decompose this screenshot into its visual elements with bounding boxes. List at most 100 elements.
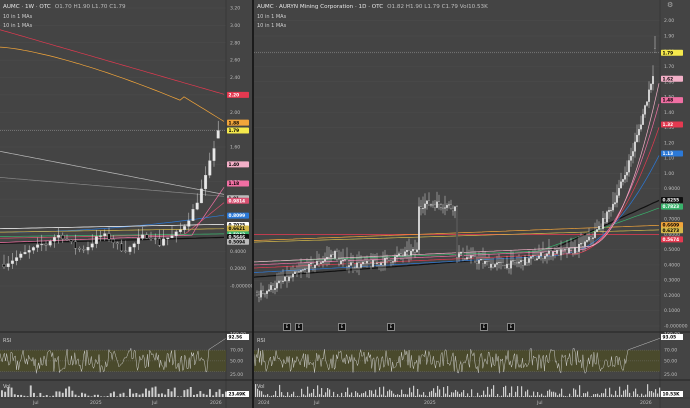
volume-bar — [295, 396, 297, 397]
price-axis-label: 2.00 — [664, 18, 674, 24]
right-rsi-label[interactable]: RSI — [257, 338, 266, 344]
volume-bar — [333, 391, 335, 397]
event-marker[interactable]: E — [480, 323, 488, 331]
volume-bar — [559, 393, 561, 397]
volume-bar — [287, 392, 289, 397]
volume-bar — [617, 395, 619, 397]
volume-bar — [427, 396, 429, 397]
volume-bar — [293, 391, 295, 397]
event-marker[interactable]: E — [338, 323, 346, 331]
volume-bar — [637, 394, 639, 397]
candle — [546, 253, 548, 257]
event-marker[interactable]: E — [295, 323, 303, 331]
moving-average-line — [0, 46, 225, 122]
volume-bar — [309, 393, 311, 397]
candle — [334, 251, 336, 259]
price-axis-label: 0.9000 — [664, 186, 680, 192]
candle — [606, 211, 608, 223]
candle — [378, 262, 380, 266]
candle — [174, 231, 178, 236]
price-tag — [227, 197, 249, 204]
candle — [314, 264, 316, 269]
gear-icon[interactable]: ⚙ — [667, 1, 674, 9]
price-axis-label: 1.10 — [664, 156, 674, 162]
candle — [592, 237, 594, 239]
volume-bar — [475, 396, 477, 397]
volume-bar — [469, 396, 471, 397]
candle — [598, 226, 600, 230]
candle — [310, 263, 312, 265]
candle — [444, 207, 446, 209]
candle — [452, 207, 454, 212]
volume-bar — [489, 394, 491, 397]
candle — [426, 200, 428, 205]
candle — [540, 252, 542, 257]
event-marker[interactable]: E — [283, 323, 291, 331]
price-tag — [227, 238, 249, 245]
volume-bar — [615, 390, 617, 397]
left-chart-pane[interactable]: 3.203.002.802.602.402.202.001.801.601.40… — [0, 0, 252, 408]
candle — [478, 260, 480, 264]
candle — [646, 101, 648, 106]
volume-bar — [183, 390, 186, 397]
event-marker[interactable]: E — [507, 323, 515, 331]
right-ticker[interactable]: AUMC · AURYN Mining Corporation · 1D · O… — [257, 4, 384, 10]
candle — [364, 261, 366, 264]
right-chart-pane[interactable]: 2.001.901.801.701.601.501.401.301.201.10… — [254, 0, 690, 408]
volume-bar — [167, 388, 170, 397]
volume-bar — [71, 390, 74, 397]
candle — [340, 260, 342, 265]
volume-bar — [74, 394, 77, 397]
candle — [482, 259, 484, 264]
price-axis-label: 0.4000 — [230, 249, 246, 255]
candle — [366, 260, 368, 264]
volume-bar — [647, 384, 649, 397]
candle — [128, 246, 132, 252]
price-tag — [661, 150, 683, 157]
candle — [107, 233, 111, 240]
moving-average-line — [254, 199, 660, 278]
right-vol-label[interactable]: Vol — [257, 384, 265, 390]
volume-bar — [209, 389, 211, 397]
pane-divider[interactable] — [252, 0, 254, 408]
candle — [648, 89, 650, 102]
volume-bar — [170, 391, 173, 397]
right-ma-indicator-2[interactable]: 10 in 1 MAs — [257, 23, 287, 29]
vol-value: 10.53K — [663, 392, 681, 398]
candle — [500, 262, 502, 263]
candle — [624, 175, 626, 180]
left-ma-indicator-2[interactable]: 10 in 1 MAs — [3, 23, 33, 29]
candle — [296, 271, 298, 273]
volume-bar — [591, 396, 593, 397]
candle — [326, 256, 328, 260]
volume-bar — [525, 391, 527, 397]
candle — [2, 264, 6, 268]
volume-bar — [461, 392, 463, 397]
candle — [372, 260, 374, 267]
candle — [416, 249, 418, 253]
candle — [278, 280, 280, 284]
price-tag — [227, 127, 249, 134]
candle — [358, 262, 360, 268]
volume-bar — [587, 391, 589, 397]
event-marker[interactable]: E — [387, 323, 395, 331]
price-tag — [227, 161, 249, 168]
price-tag-label: 0.6273 — [663, 228, 680, 234]
left-vol-label[interactable]: Vol — [3, 384, 11, 390]
left-ma-indicator-1[interactable]: 10 in 1 MAs — [3, 14, 33, 20]
right-price-chart[interactable]: 2.001.901.801.701.601.501.401.301.201.10… — [254, 0, 690, 408]
volume-bar — [395, 394, 397, 397]
right-ma-indicator-1[interactable]: 10 in 1 MAs — [257, 14, 287, 20]
time-axis-label: 2024 — [258, 400, 270, 406]
candle — [548, 250, 550, 254]
volume-bar — [273, 395, 275, 397]
candle — [27, 250, 31, 253]
left-rsi-label[interactable]: RSI — [3, 338, 12, 344]
left-price-chart[interactable]: 3.203.002.802.602.402.202.001.801.601.40… — [0, 0, 252, 408]
volume-bar — [42, 395, 45, 397]
candle — [558, 249, 560, 256]
volume-bar — [493, 385, 495, 397]
left-ticker[interactable]: AUMC · 1W · OTC — [3, 4, 51, 10]
volume-bar — [651, 391, 653, 397]
volume-bar — [639, 396, 641, 397]
